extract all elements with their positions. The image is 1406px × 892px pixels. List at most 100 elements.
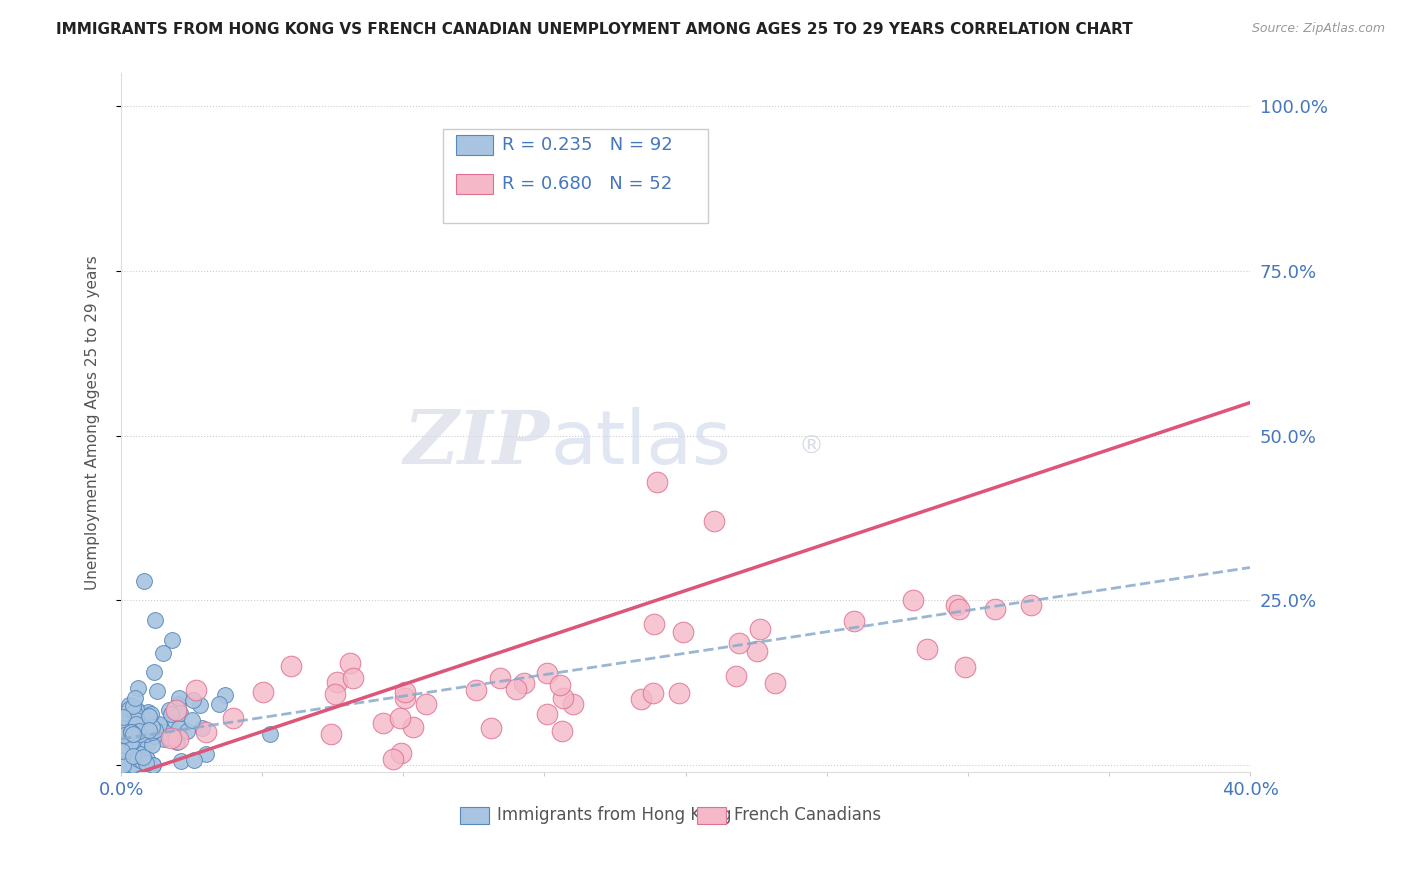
Point xyxy=(127,681,149,695)
Point xyxy=(169,690,191,705)
Text: IMMIGRANTS FROM HONG KONG VS FRENCH CANADIAN UNEMPLOYMENT AMONG AGES 25 TO 29 YE: IMMIGRANTS FROM HONG KONG VS FRENCH CANA… xyxy=(56,22,1133,37)
Point xyxy=(114,738,136,752)
Point xyxy=(415,697,437,711)
Point xyxy=(120,735,142,749)
Point xyxy=(122,733,145,747)
Point xyxy=(142,758,165,772)
Point xyxy=(122,748,145,763)
Point xyxy=(143,665,166,679)
Point xyxy=(138,709,160,723)
Point xyxy=(152,724,174,739)
Point xyxy=(110,714,132,729)
Point xyxy=(703,514,725,528)
Point xyxy=(120,725,142,739)
Point xyxy=(505,681,527,696)
Point xyxy=(749,622,772,636)
Point xyxy=(125,702,148,716)
Point xyxy=(389,711,412,725)
Point xyxy=(159,731,181,746)
Point xyxy=(170,754,193,768)
Point xyxy=(184,683,207,698)
Point xyxy=(728,636,751,650)
Point xyxy=(129,747,152,761)
Point xyxy=(115,722,138,736)
Point xyxy=(111,706,134,721)
Point xyxy=(111,710,134,724)
Point xyxy=(152,646,174,660)
Point xyxy=(221,711,243,725)
Point xyxy=(166,697,188,711)
Point xyxy=(321,727,343,741)
Point xyxy=(122,758,145,772)
Point xyxy=(745,643,768,657)
Point xyxy=(141,738,163,752)
Text: Source: ZipAtlas.com: Source: ZipAtlas.com xyxy=(1251,22,1385,36)
Point xyxy=(323,687,346,701)
Point xyxy=(129,726,152,740)
Point xyxy=(124,717,146,731)
Text: atlas: atlas xyxy=(550,407,731,480)
Point xyxy=(479,721,502,735)
Point xyxy=(252,684,274,698)
Point xyxy=(153,731,176,746)
Point xyxy=(945,598,967,612)
Point xyxy=(561,698,583,712)
Point xyxy=(112,743,135,757)
Point xyxy=(647,475,669,489)
Point xyxy=(551,690,574,705)
Point xyxy=(389,747,412,761)
Point xyxy=(394,691,416,706)
Point xyxy=(208,698,231,712)
Point xyxy=(339,656,361,670)
Point xyxy=(672,624,695,639)
Point xyxy=(124,706,146,720)
Point xyxy=(118,758,141,772)
Point xyxy=(763,676,786,690)
Point xyxy=(948,602,970,616)
Point xyxy=(394,685,416,699)
Point xyxy=(136,752,159,766)
Text: Immigrants from Hong Kong: Immigrants from Hong Kong xyxy=(498,806,731,824)
Point xyxy=(160,706,183,721)
Point xyxy=(536,665,558,680)
Point xyxy=(381,752,404,766)
Point xyxy=(953,660,976,674)
Point xyxy=(548,678,571,692)
Point xyxy=(181,713,204,727)
Point xyxy=(122,724,145,739)
Point xyxy=(141,706,163,721)
Point xyxy=(122,727,145,741)
Point xyxy=(129,706,152,721)
Point xyxy=(160,633,183,648)
Point xyxy=(136,705,159,719)
Point xyxy=(112,724,135,739)
Point xyxy=(127,752,149,766)
Point xyxy=(167,721,190,735)
Point xyxy=(125,713,148,727)
Point xyxy=(115,729,138,743)
Point xyxy=(1019,598,1042,612)
Point xyxy=(169,706,191,721)
Point xyxy=(111,758,134,772)
Point xyxy=(901,593,924,607)
Point xyxy=(141,725,163,739)
Point xyxy=(325,674,347,689)
Point xyxy=(191,721,214,735)
Point xyxy=(131,755,153,769)
FancyBboxPatch shape xyxy=(443,128,709,223)
Point xyxy=(280,659,302,673)
Point xyxy=(183,754,205,768)
Point xyxy=(342,672,364,686)
Text: R = 0.680   N = 52: R = 0.680 N = 52 xyxy=(502,175,672,193)
Point xyxy=(112,728,135,742)
FancyBboxPatch shape xyxy=(460,807,489,824)
Point xyxy=(136,736,159,750)
Point xyxy=(176,723,198,738)
Point xyxy=(513,676,536,690)
FancyBboxPatch shape xyxy=(697,807,727,824)
Point xyxy=(132,749,155,764)
Point xyxy=(551,724,574,739)
Point xyxy=(111,721,134,735)
Point xyxy=(488,671,510,685)
Point xyxy=(141,720,163,734)
